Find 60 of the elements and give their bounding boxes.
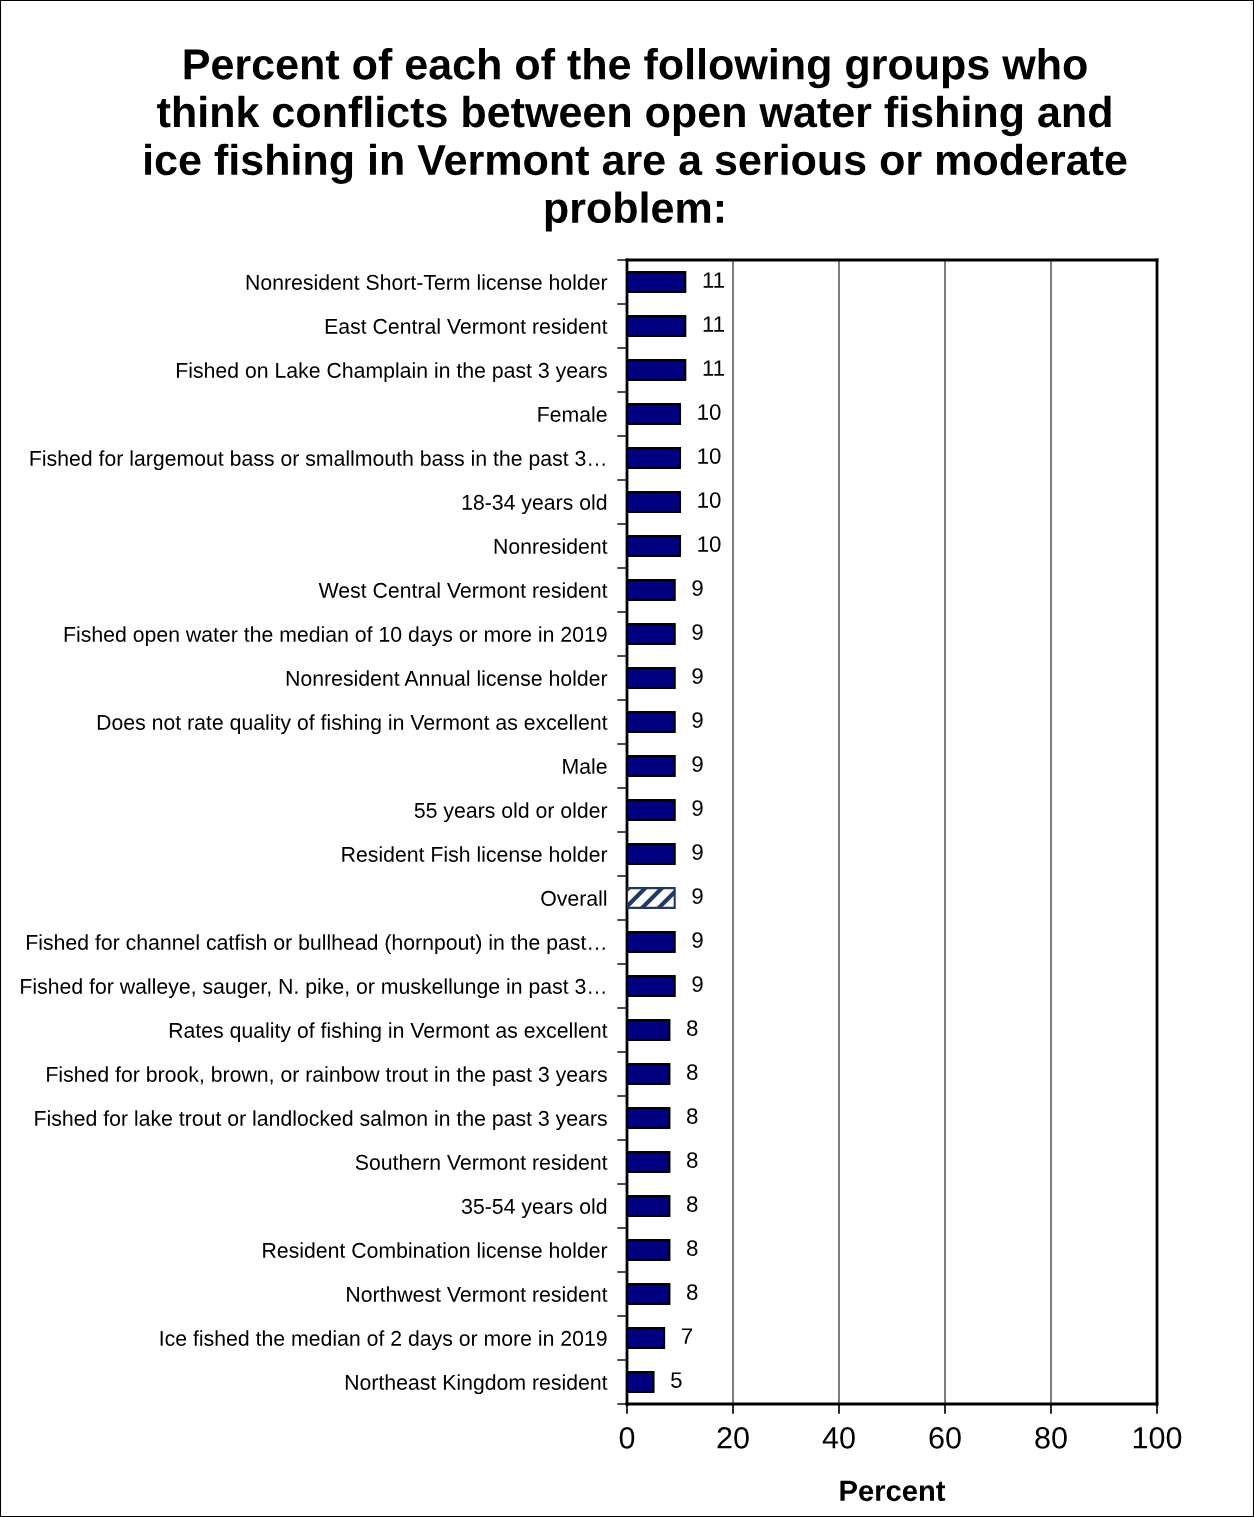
data-label: 9 (692, 624, 703, 640)
data-label: 9 (692, 756, 703, 772)
data-label: 9 (692, 888, 703, 904)
data-label: 8 (687, 1108, 698, 1124)
chart-title: Percent of each of the following groups who think conflicts between open water fishing and ice fishing in Vermont are a serious or moderate problem: (145, 48, 1127, 232)
y-tick-label: Male (563, 758, 607, 774)
y-tick-label: Northwest Vermont resident (347, 1286, 608, 1302)
y-tick-label: Resident Combination license holder (263, 1242, 608, 1258)
y-tick-label: 18-34 years old (462, 494, 607, 515)
y-tick-label: Resident Fish license holder (342, 846, 608, 862)
data-label: 8 (687, 1196, 698, 1212)
y-tick-label: Fished on Lake Champlain in the past 3 years (176, 362, 607, 383)
y-tick-label: 35-54 years old (461, 1198, 607, 1219)
data-label: 9 (692, 844, 703, 860)
x-tick-label: 80 (1035, 1427, 1067, 1449)
data-label: 8 (687, 1064, 698, 1080)
y-tick-label: Nonresident (494, 538, 608, 554)
y-tick-label: Nonresident Annual license holder (286, 670, 608, 686)
x-tick-label: 60 (929, 1427, 961, 1449)
y-tick-label: Ice fished the median of 2 days or more in 2019 (160, 1330, 607, 1351)
data-label: 10 (698, 448, 721, 464)
x-axis-title: Percent (840, 1480, 946, 1502)
y-tick-label: Fished for brook, brown, or rainbow trout in the past 3 years (47, 1066, 607, 1087)
x-tick-label: 0 (619, 1427, 635, 1449)
y-tick-label: Fished for largemout bass or smallmouth bass in the past 3… (30, 450, 605, 471)
data-label: 10 (698, 492, 721, 508)
data-label: 9 (692, 668, 703, 684)
y-tick-label: Northeast Kingdom resident (345, 1374, 608, 1395)
data-label: 10 (698, 536, 721, 552)
data-label: 10 (698, 404, 721, 420)
y-tick-label: Fished for walleye, sauger, N. pike, or muskellunge in past 3… (21, 978, 605, 999)
data-label: 5 (671, 1372, 682, 1388)
x-tick-label: 20 (717, 1427, 749, 1449)
y-tick-label: Fished for lake trout or landlocked salmon in the past 3 years (35, 1110, 607, 1131)
y-tick-label: Fished for channel catfish or bullhead (hornpout) in the past… (26, 934, 605, 955)
y-tick-label: Rates quality of fishing in Vermont as excellent (169, 1022, 608, 1043)
data-label: 11 (703, 316, 724, 332)
x-tick-label: 100 (1133, 1427, 1182, 1449)
y-tick-label: Overall (541, 890, 607, 906)
y-tick-label: Female (538, 406, 607, 422)
data-label: 8 (687, 1240, 698, 1256)
y-tick-label: 55 years old or older (414, 802, 608, 823)
x-tick-label: 40 (822, 1427, 855, 1449)
data-label: 7 (681, 1328, 693, 1344)
y-tick-label: Does not rate quality of fishing in Vermont as excellent (97, 714, 608, 735)
y-tick-label: Fished open water the median of 10 days or more in 2019 (64, 626, 607, 647)
y-tick-label: Nonresident Short-Term license holder (246, 274, 608, 290)
data-label: 8 (687, 1284, 698, 1300)
data-label: 11 (703, 360, 724, 376)
y-tick-label: East Central Vermont resident (325, 318, 608, 334)
data-label: 8 (687, 1020, 698, 1036)
data-label: 8 (687, 1152, 698, 1168)
data-label: 9 (692, 580, 703, 596)
data-label: 9 (692, 800, 703, 816)
data-label: 11 (703, 272, 724, 288)
y-tick-label: West Central Vermont resident (318, 582, 608, 598)
data-label: 9 (692, 932, 703, 948)
data-label: 9 (692, 976, 703, 992)
data-label: 9 (692, 712, 703, 728)
y-tick-label: Southern Vermont resident (355, 1154, 608, 1170)
